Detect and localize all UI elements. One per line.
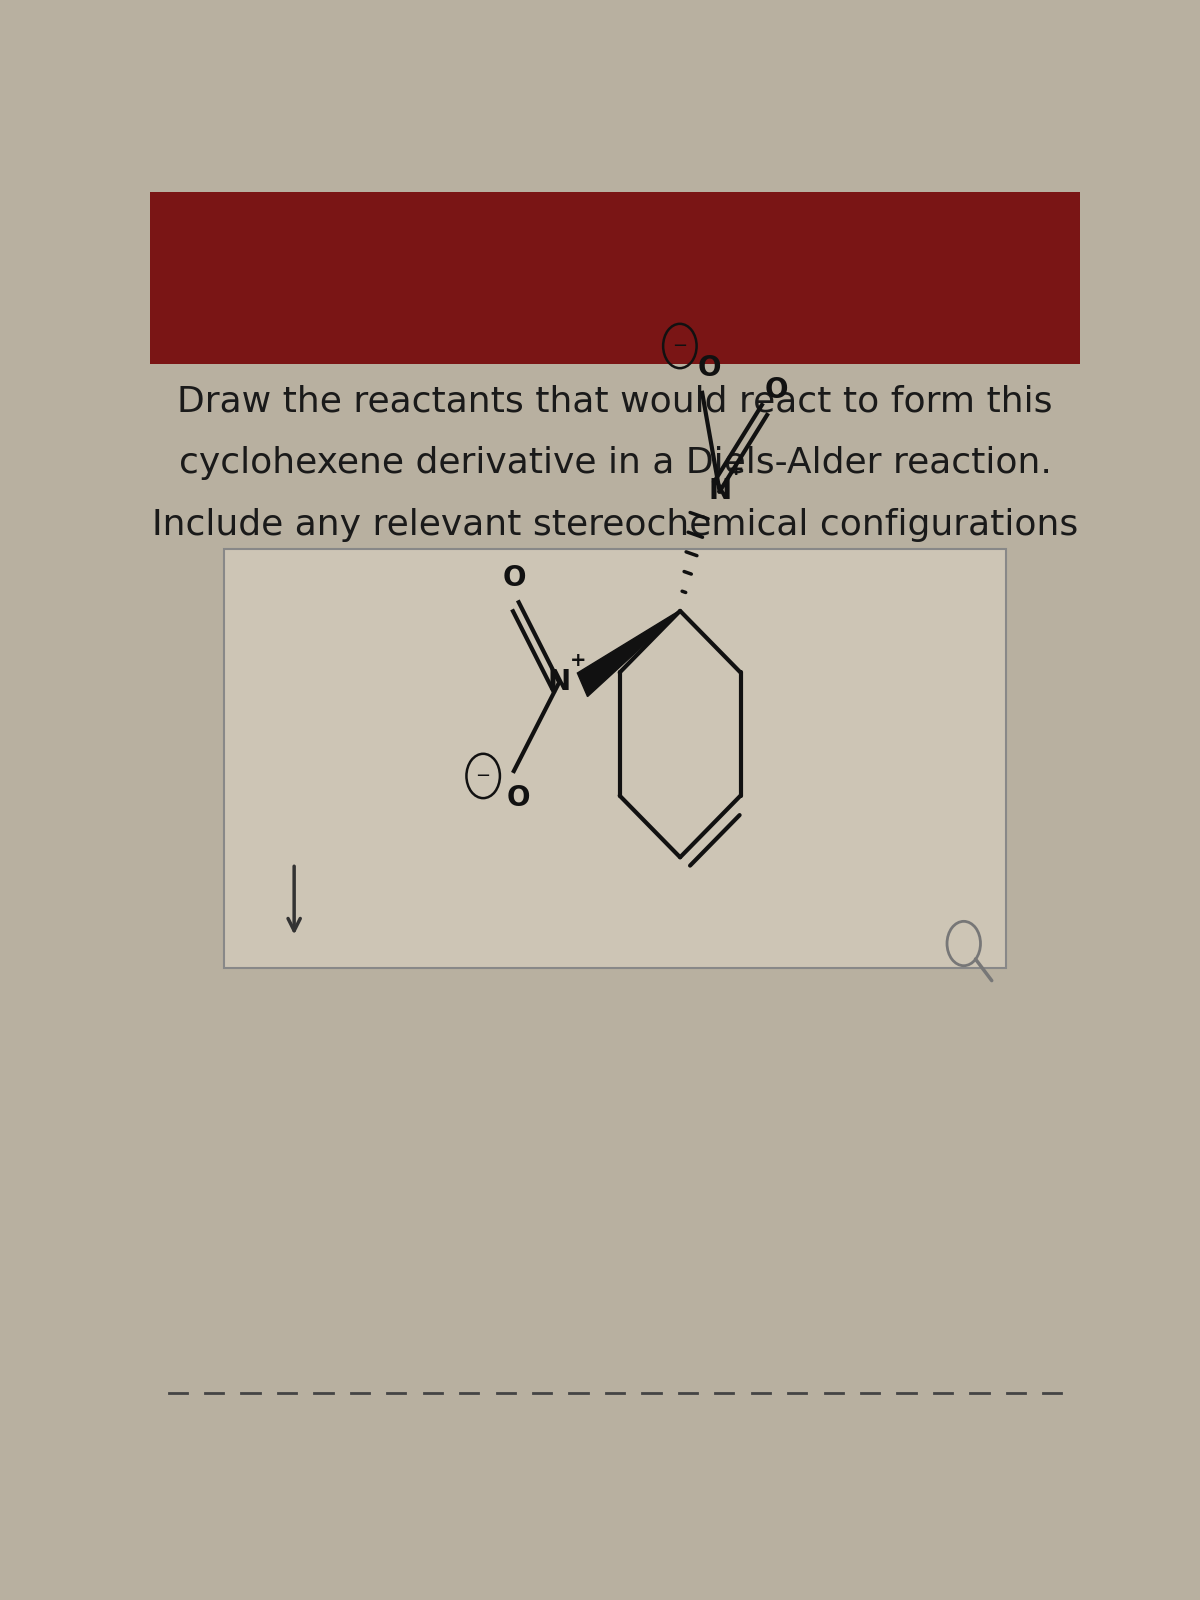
Text: O: O <box>698 354 721 382</box>
Polygon shape <box>577 610 680 696</box>
Text: N: N <box>708 477 731 506</box>
Text: cyclohexene derivative in a Diels-Alder reaction.: cyclohexene derivative in a Diels-Alder … <box>179 446 1051 480</box>
Text: −: − <box>475 766 491 786</box>
Text: −: − <box>672 338 688 355</box>
Text: O: O <box>503 563 526 592</box>
FancyBboxPatch shape <box>224 549 1006 968</box>
FancyBboxPatch shape <box>150 192 1080 365</box>
Text: Draw the reactants that would react to form this: Draw the reactants that would react to f… <box>178 384 1052 419</box>
Text: +: + <box>728 459 745 478</box>
Text: O: O <box>764 376 788 405</box>
Text: O: O <box>506 784 530 813</box>
Text: +: + <box>570 651 586 670</box>
Text: Include any relevant stereochemical configurations: Include any relevant stereochemical conf… <box>152 507 1078 542</box>
Text: N: N <box>547 669 571 696</box>
